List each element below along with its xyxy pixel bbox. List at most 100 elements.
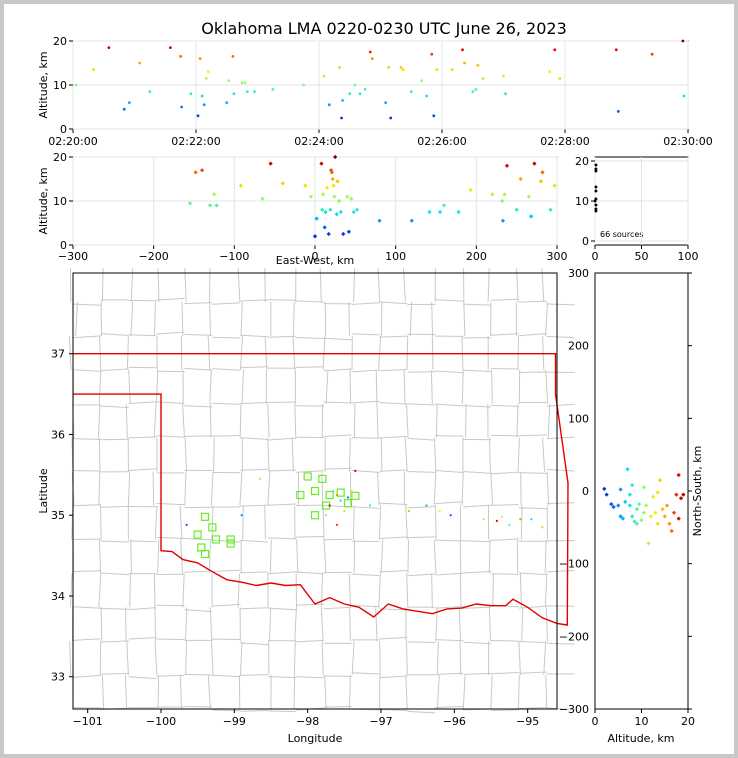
county-line (72, 638, 101, 641)
county-line (98, 573, 102, 608)
county-line (545, 302, 548, 337)
county-line (72, 674, 101, 678)
county-line (407, 371, 436, 373)
eastwest-altitude-point (326, 231, 331, 237)
time-altitude-point (368, 50, 372, 54)
northsouth-altitude-point (644, 503, 649, 508)
county-line (72, 570, 101, 572)
flash-marker (226, 539, 235, 548)
county-line (463, 570, 492, 574)
eastwest-altitude-point (314, 216, 319, 221)
county-line (435, 607, 438, 642)
county-line (378, 573, 381, 608)
eastwest-altitude-point (518, 176, 523, 182)
plan-source-point (354, 469, 357, 472)
county-line (546, 436, 575, 440)
county-line (130, 539, 132, 574)
time-altitude-point (502, 74, 505, 78)
plan-source-point (368, 504, 372, 507)
county-line (490, 538, 519, 541)
northsouth-altitude-point (604, 492, 609, 497)
time-altitude-point (476, 63, 480, 67)
eastwest-altitude-point (354, 207, 360, 212)
county-line (156, 297, 185, 301)
county-line (435, 469, 464, 473)
county-line (431, 302, 434, 336)
time-altitude-point (231, 55, 235, 58)
county-line (490, 675, 493, 710)
time-altitude-point (553, 48, 557, 52)
source-count-label: 66 sources (600, 230, 643, 239)
longitude-tick-label: −100 (146, 715, 176, 728)
northsouth-altitude-point (671, 510, 677, 515)
county-line (98, 539, 102, 574)
county-line (126, 641, 129, 676)
county-line (240, 539, 269, 543)
county-line (240, 571, 269, 574)
northsouth-altitude-point (657, 477, 663, 483)
county-line (542, 437, 546, 472)
county-line (267, 437, 270, 472)
county-line (294, 403, 297, 438)
county-line (295, 676, 324, 679)
county-line (380, 539, 384, 574)
county-line (435, 705, 464, 709)
northsouth-tick-label: 0 (582, 485, 589, 498)
altitude-tick-label: 0 (60, 239, 67, 252)
state-boundary (73, 353, 569, 626)
altitude-tick-label: 0 (60, 123, 67, 136)
county-line (321, 403, 324, 438)
county-line (322, 505, 325, 540)
plan-source-point (332, 489, 335, 493)
county-line (240, 642, 269, 646)
eastwest-altitude-point (320, 192, 326, 197)
longitude-xlabel: Longitude (288, 732, 343, 745)
county-line (69, 641, 72, 676)
latitude-tick-label: 35 (51, 509, 65, 522)
plan-source-point (343, 510, 346, 513)
count-tick-label: 100 (678, 250, 699, 263)
flash-marker (208, 523, 217, 532)
eastwest-altitude-point (333, 154, 338, 160)
time-tick-label: 02:28:00 (540, 135, 589, 148)
time-altitude-point (425, 94, 429, 98)
county-line (435, 299, 464, 302)
county-line (100, 640, 129, 643)
eastwest-altitude-point (238, 183, 243, 188)
county-line (320, 607, 324, 642)
county-line (185, 641, 187, 676)
county-line (462, 675, 466, 710)
county-line (518, 507, 547, 510)
county-line (237, 573, 241, 608)
county-line (323, 337, 352, 341)
time-altitude-point (481, 77, 485, 80)
county-line (153, 302, 157, 336)
eastwest-altitude-point (504, 163, 510, 168)
county-line (351, 672, 380, 675)
county-line (463, 540, 492, 543)
northsouth-altitude-point (674, 492, 679, 497)
county-line (72, 438, 101, 440)
northsouth-altitude-point (641, 485, 646, 490)
county-line (546, 303, 575, 306)
county-line (461, 471, 464, 506)
county-line (239, 641, 243, 676)
time-altitude-point (682, 94, 686, 98)
county-line (291, 437, 294, 472)
county-line (208, 539, 211, 574)
eastwest-altitude-point (187, 201, 193, 206)
flash-marker (303, 472, 312, 481)
latitude-tick-label: 36 (51, 428, 65, 441)
northsouth-altitude-point (618, 514, 623, 519)
time-altitude-point (389, 116, 393, 120)
county-line (351, 369, 380, 373)
plan-source-point (328, 504, 331, 507)
county-line (430, 369, 433, 404)
county-line (295, 603, 324, 606)
time-tick-label: 02:22:00 (171, 135, 220, 148)
time-altitude-point (338, 66, 341, 69)
county-line (379, 436, 408, 439)
plan-source-point (438, 510, 441, 513)
eastwest-altitude-point (212, 192, 217, 197)
county-line (295, 366, 324, 368)
